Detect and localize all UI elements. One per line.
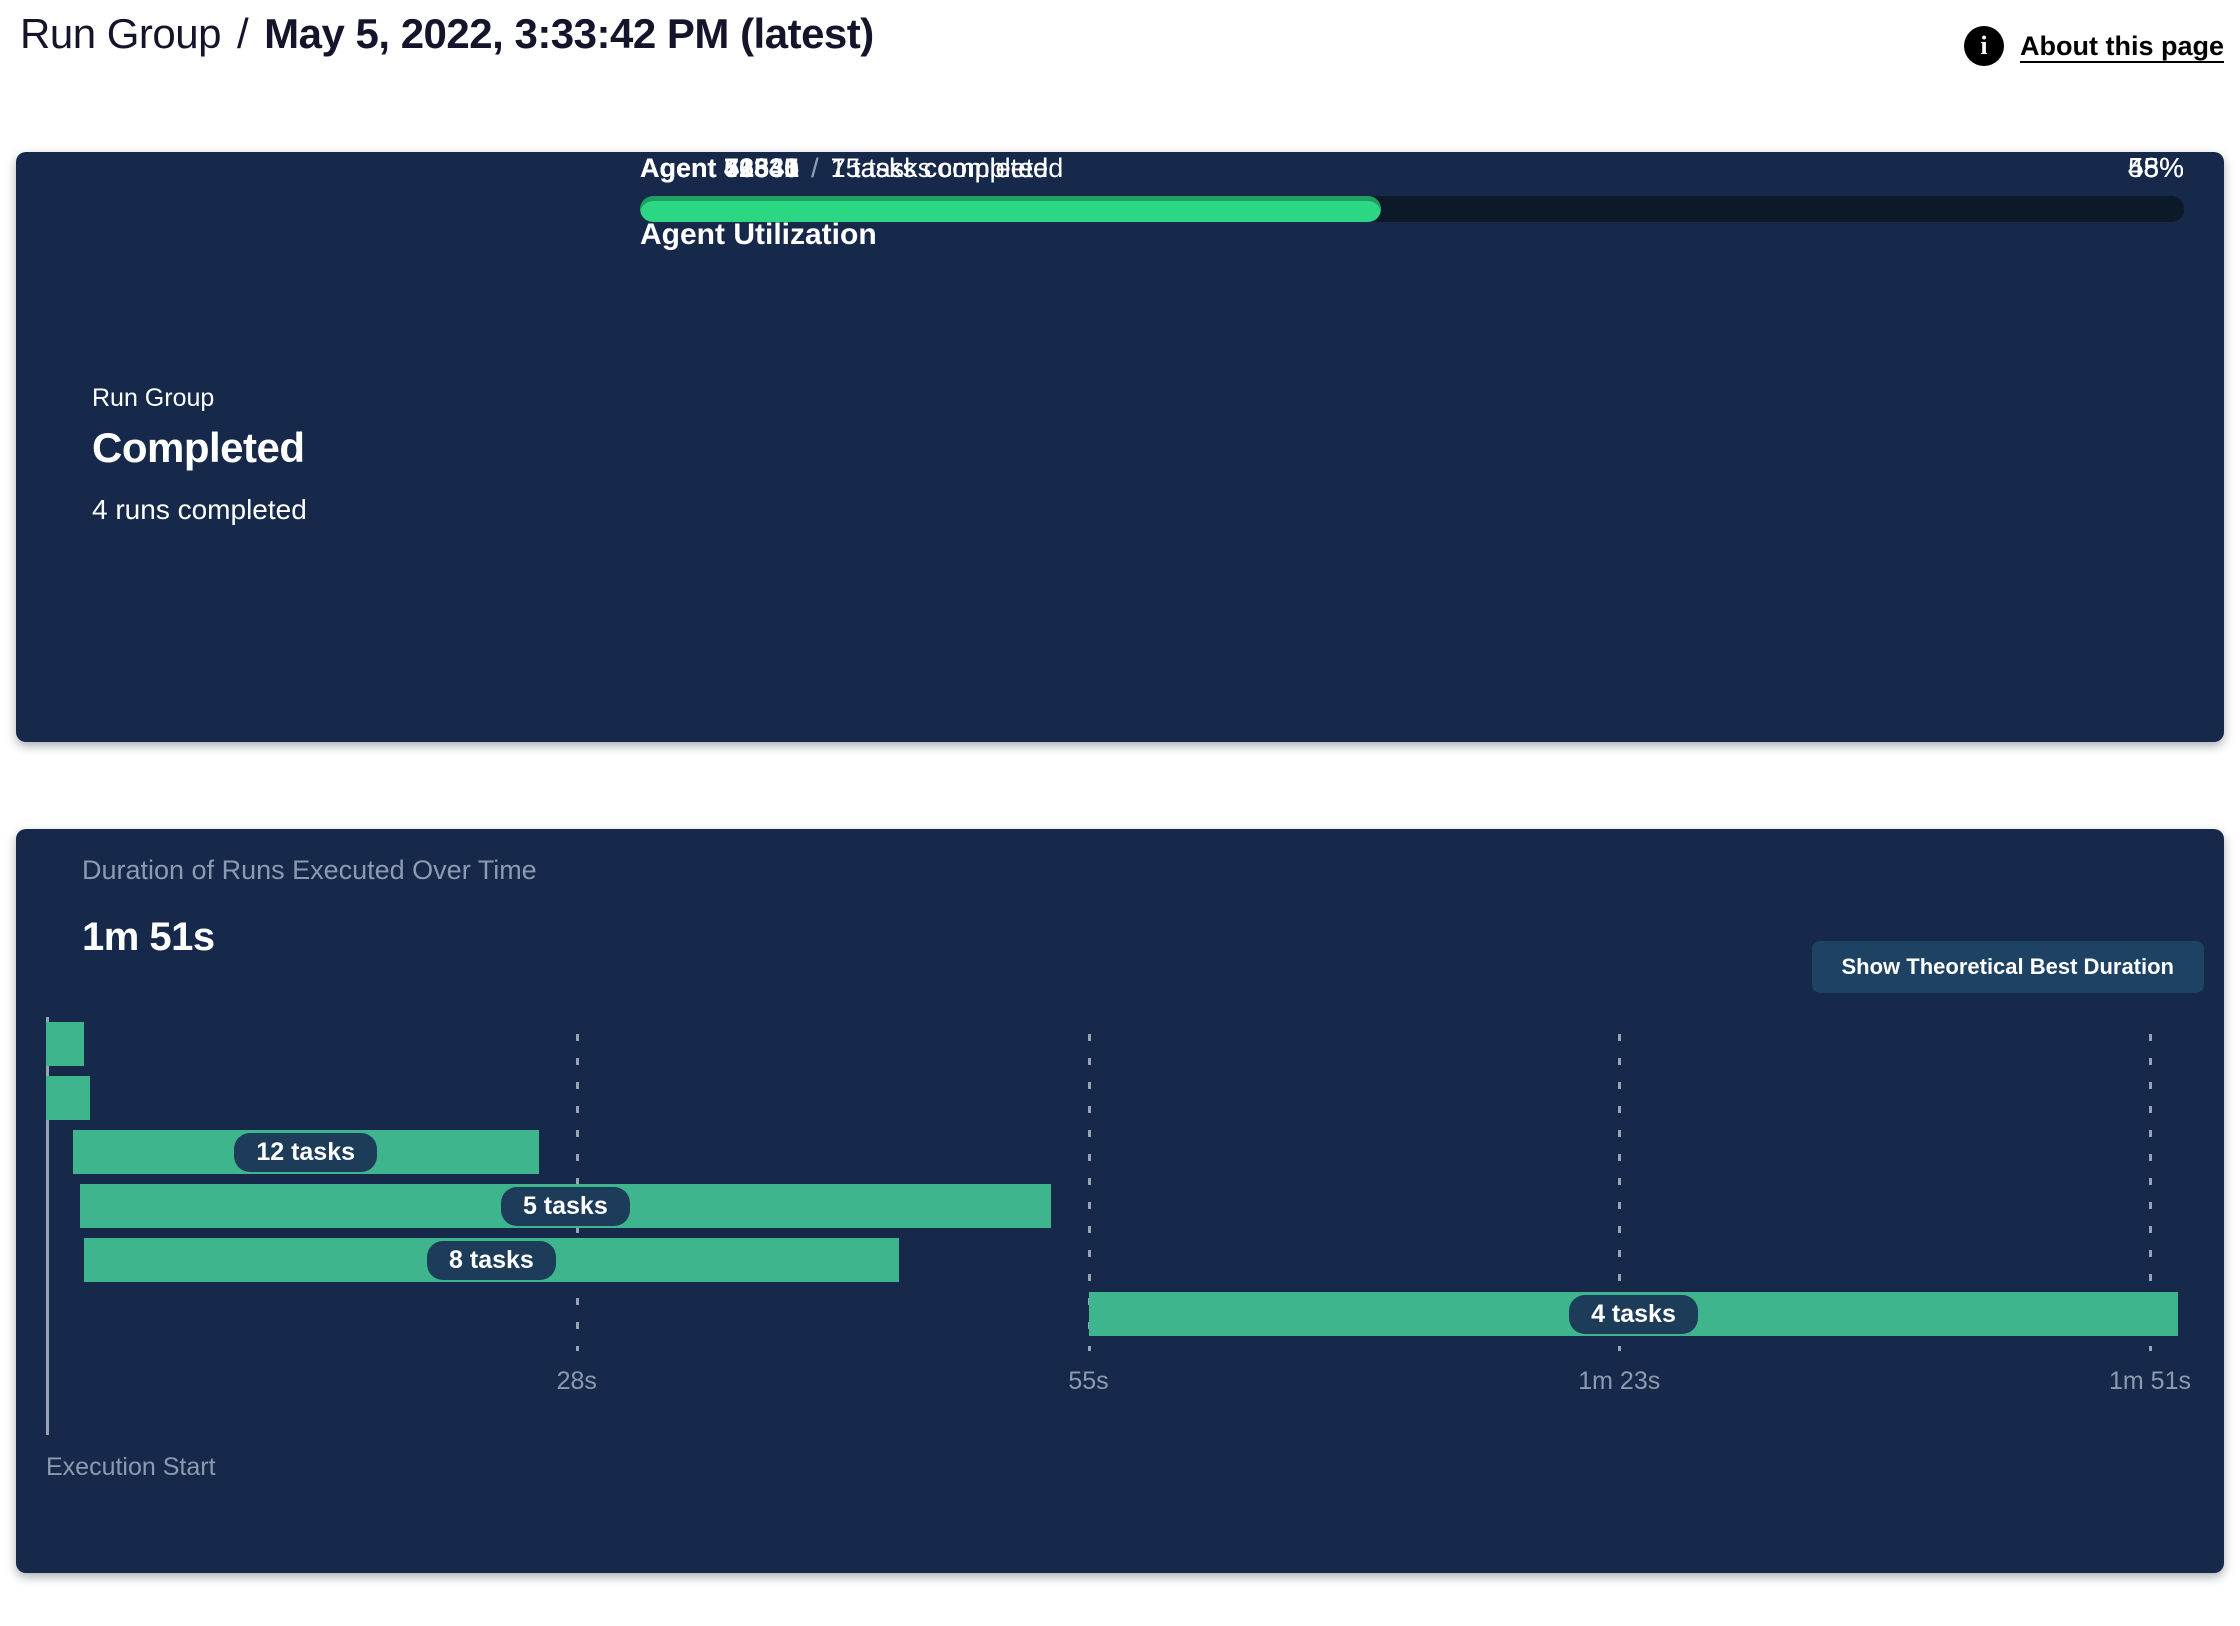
gridline [2149, 1017, 2152, 1351]
x-axis-tick-label: 1m 23s [1578, 1367, 1661, 1395]
gantt-bar[interactable]: 5 tasks [80, 1184, 1051, 1228]
about-this-page-link[interactable]: i About this page [1964, 26, 2224, 66]
info-icon: i [1964, 26, 2004, 66]
gantt-bar-label: 4 tasks [1569, 1294, 1698, 1334]
gantt-bar[interactable]: 12 tasks [72, 1130, 539, 1174]
agent-separator: / [811, 153, 819, 183]
agent-meta: Agent 41340 / 7 tasks completed 55% [640, 152, 2184, 184]
agent-meta: Agent 76831 / 15 tasks completed 48% [640, 152, 2184, 184]
utilization-bar-fill [640, 196, 1382, 222]
gantt-bar-label: 8 tasks [427, 1240, 556, 1280]
about-this-page-label: About this page [2020, 30, 2224, 61]
utilization-bar-track [640, 196, 2184, 222]
breadcrumb-root[interactable]: Run Group [20, 10, 221, 57]
gantt-chart: Execution Start 28s 55s 1m 23s 1m 51s 12 tas… [16, 829, 2224, 1573]
gantt-bar[interactable]: 8 tasks [83, 1238, 899, 1282]
show-theoretical-best-duration-button[interactable]: Show Theoretical Best Duration [1811, 941, 2204, 993]
page-title: May 5, 2022, 3:33:42 PM (latest) [264, 10, 874, 57]
agent-tasks-completed: 15 tasks completed [830, 153, 1064, 183]
breadcrumb: Run Group / May 5, 2022, 3:33:42 PM (lates… [20, 10, 874, 58]
total-duration-value: 1m 51s [82, 915, 215, 959]
duration-chart-title: Duration of Runs Executed Over Time [82, 855, 537, 885]
run-group-card: Run Group Completed 4 runs completed Age… [16, 152, 2224, 742]
agent-separator: / [811, 153, 819, 183]
agent-meta: Agent 52535 / 7 tasks completed 48% [640, 152, 2184, 184]
agent-name: Agent 41340 [640, 153, 800, 183]
run-group-label: Run Group [92, 384, 215, 412]
duration-card: Duration of Runs Executed Over Time 1m 5… [16, 829, 2224, 1573]
agent-name: Agent 52535 [640, 153, 800, 183]
agent-utilization-percent: 48% [2127, 152, 2184, 183]
gantt-bar-label: 12 tasks [234, 1132, 378, 1172]
agent-utilization-row: Agent 52535 / 7 tasks completed 48% [640, 152, 2184, 222]
x-axis-tick-label: 28s [556, 1367, 597, 1395]
execution-start-label: Execution Start [46, 1453, 216, 1481]
breadcrumb-separator: / [236, 10, 249, 57]
agent-utilization-percent: 55% [2127, 152, 2184, 183]
gantt-bar-label: 5 tasks [500, 1186, 630, 1226]
runs-completed-count: 4 runs completed [92, 494, 307, 525]
gridline [1087, 1017, 1091, 1351]
gantt-bar[interactable] [46, 1022, 84, 1066]
agent-utilization-percent: 48% [2127, 152, 2184, 183]
y-axis-line [46, 1017, 49, 1435]
gantt-bar[interactable]: 4 tasks [1088, 1292, 2179, 1336]
agent-tasks-completed: 7 tasks completed [830, 153, 1049, 183]
x-axis-tick-label: 55s [1068, 1367, 1109, 1395]
x-axis-tick-label: 1m 51s [2109, 1367, 2191, 1395]
gantt-bar[interactable] [46, 1076, 90, 1120]
agent-tasks-completed: 7 tasks completed [830, 153, 1049, 183]
agent-separator: / [811, 153, 819, 183]
gridline [1618, 1017, 1622, 1351]
run-group-status: Completed [92, 424, 305, 471]
agent-utilization-title: Agent Utilization [640, 218, 877, 251]
agent-name: Agent 76831 [640, 153, 800, 183]
